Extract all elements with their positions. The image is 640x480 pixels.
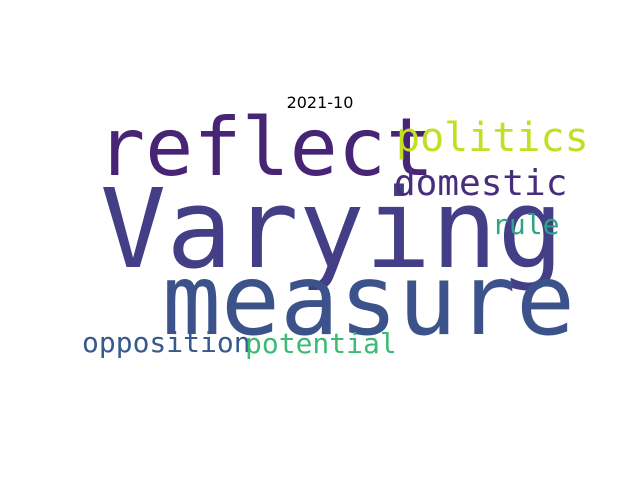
word-rule: rule bbox=[492, 208, 560, 241]
word-opposition: opposition bbox=[82, 326, 251, 359]
chart-title: 2021-10 bbox=[286, 93, 354, 112]
word-varying: Varying bbox=[100, 165, 564, 293]
word-domestic: domestic bbox=[394, 163, 568, 204]
word-reflect: reflect bbox=[97, 101, 435, 194]
word-potential: potential bbox=[245, 327, 397, 360]
word-politics: politics bbox=[396, 115, 589, 161]
word-measure: measure bbox=[162, 244, 576, 358]
